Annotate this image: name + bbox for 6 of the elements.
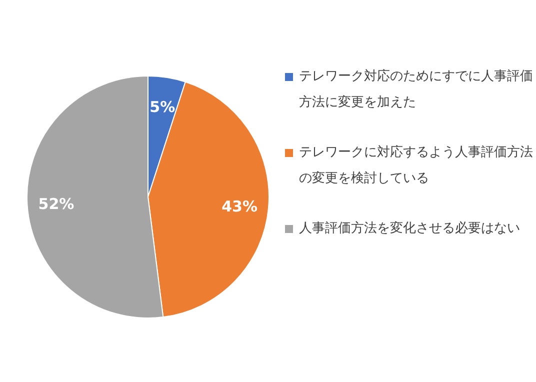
data-label: 52%	[38, 194, 74, 213]
legend-label: 人事評価方法を変化させる必要はない	[299, 221, 520, 236]
legend-label: テレワーク対応のためにすでに人事評価方法に変更を加えた	[299, 69, 533, 110]
data-label: 43%	[222, 198, 258, 216]
legend-label: テレワークに対応するよう人事評価方法の変更を検討している	[299, 145, 533, 186]
data-label: 5%	[150, 98, 176, 116]
